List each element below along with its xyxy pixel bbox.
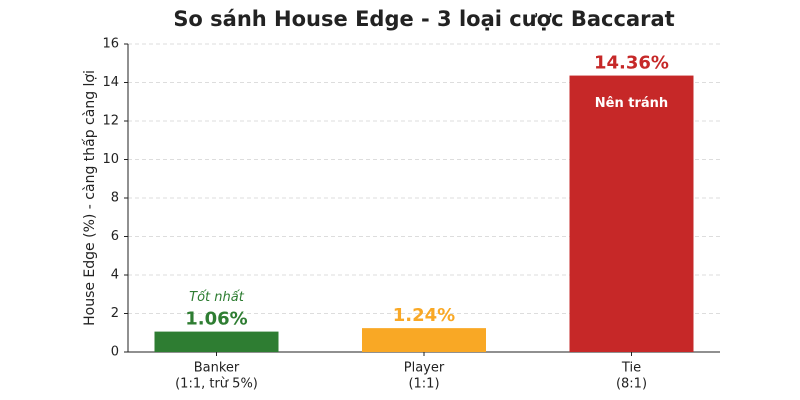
bar-note: Tốt nhất: [189, 290, 245, 305]
x-tick-sublabel: (1:1): [408, 377, 439, 392]
value-label: 1.06%: [185, 309, 247, 330]
x-tick-sublabel: (1:1, trừ 5%): [175, 377, 258, 392]
y-tick-label: 4: [111, 268, 119, 283]
y-tick-label: 12: [102, 114, 119, 129]
y-tick-label: 2: [111, 306, 119, 321]
value-label: 1.24%: [393, 305, 455, 326]
y-tick-label: 6: [111, 229, 119, 244]
x-tick-label: Player: [404, 361, 445, 376]
y-axis-label: House Edge (%) - càng thấp càng lợi: [82, 70, 98, 326]
y-tick-label: 10: [102, 152, 119, 167]
bar-note: Nên tránh: [595, 96, 668, 111]
y-tick-label: 8: [111, 191, 119, 206]
y-tick-label: 16: [102, 37, 119, 52]
x-tick-label: Tie: [621, 361, 641, 376]
y-tick-label: 14: [102, 75, 119, 90]
y-tick-label: 0: [111, 345, 119, 360]
value-label: 14.36%: [594, 53, 669, 74]
bar: [154, 331, 279, 352]
chart-title: So sánh House Edge - 3 loại cược Baccara…: [173, 7, 674, 31]
bar: [362, 328, 486, 352]
x-tick-label: Banker: [194, 361, 240, 376]
bar: [569, 75, 694, 352]
x-tick-sublabel: (8:1): [616, 377, 647, 392]
